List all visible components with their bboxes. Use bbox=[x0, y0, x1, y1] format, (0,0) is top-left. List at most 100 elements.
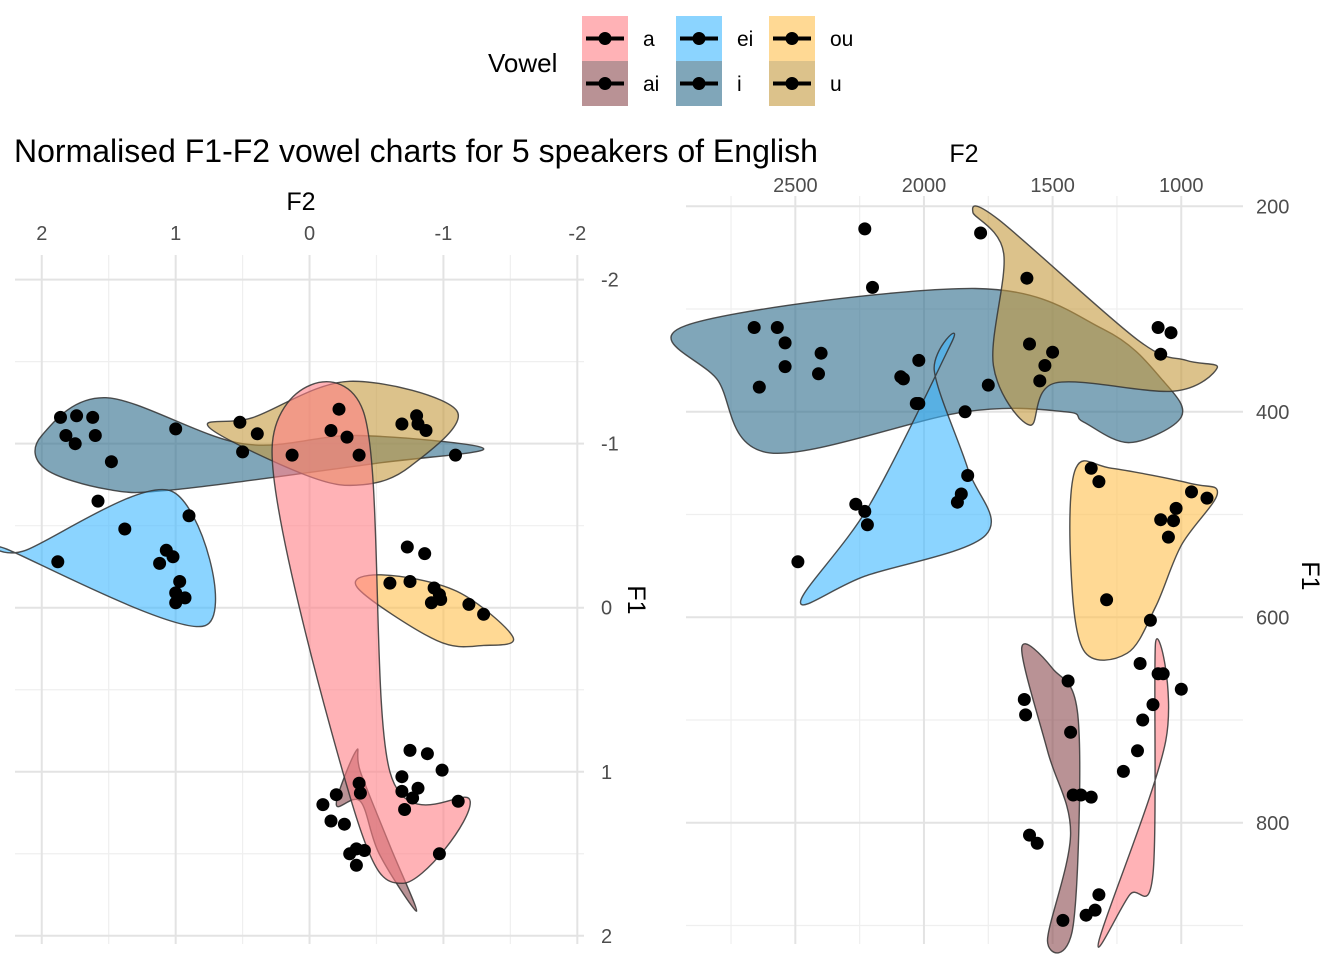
point-ai-right bbox=[1079, 908, 1093, 922]
point-ai-right bbox=[1061, 674, 1075, 688]
point-a-right bbox=[1133, 657, 1147, 670]
chart-title: Normalised F1-F2 vowel charts for 5 spea… bbox=[14, 133, 818, 169]
point-a-left bbox=[403, 743, 417, 757]
legend-key-point bbox=[598, 77, 612, 90]
point-ou-right bbox=[1161, 530, 1175, 544]
point-ou-right bbox=[1185, 485, 1198, 499]
point-u-left bbox=[324, 424, 338, 437]
point-ei-right bbox=[954, 487, 968, 501]
point-i-right bbox=[866, 280, 879, 294]
point-ai-left bbox=[352, 776, 366, 790]
legend-key-point bbox=[692, 32, 706, 45]
point-ou-left bbox=[403, 575, 417, 588]
point-i-right bbox=[912, 397, 926, 410]
x-tick-label: -1 bbox=[435, 223, 453, 245]
y-tick-label: 600 bbox=[1256, 607, 1289, 629]
point-u-right bbox=[1164, 326, 1178, 340]
point-ei-right bbox=[961, 469, 975, 482]
point-i-right bbox=[752, 380, 766, 394]
point-ai-left bbox=[337, 817, 351, 831]
y-tick-label: 2 bbox=[601, 926, 612, 948]
point-i-left bbox=[59, 429, 73, 442]
point-ou-right bbox=[1167, 514, 1180, 528]
point-i-left bbox=[169, 422, 183, 436]
point-u-right bbox=[1023, 337, 1036, 351]
y-tick-label: 400 bbox=[1256, 402, 1289, 424]
point-i-left bbox=[91, 494, 105, 508]
point-u-right bbox=[1038, 359, 1052, 372]
point-ei-right bbox=[860, 518, 874, 532]
point-u-left bbox=[352, 448, 366, 462]
legend-entry-ei: ei bbox=[676, 16, 753, 61]
point-u-right bbox=[974, 226, 988, 240]
point-i-right bbox=[812, 367, 825, 381]
point-ei-left bbox=[51, 555, 65, 569]
legend-label-i: i bbox=[737, 73, 742, 96]
point-i-right bbox=[858, 222, 872, 236]
point-ou-right bbox=[1154, 513, 1168, 527]
point-a-left bbox=[395, 784, 409, 798]
legend-key-point bbox=[598, 32, 612, 45]
points-left bbox=[51, 402, 491, 872]
x-axis-label-right: F2 bbox=[949, 140, 978, 168]
point-ou-right bbox=[1200, 491, 1214, 505]
point-a-right bbox=[1116, 764, 1130, 778]
point-a-left bbox=[398, 803, 412, 816]
point-i-left bbox=[236, 445, 250, 459]
point-a-left bbox=[395, 770, 409, 784]
point-ou-left bbox=[477, 607, 491, 621]
point-i-right bbox=[770, 321, 784, 334]
legend-key-point bbox=[785, 32, 799, 45]
point-i-right bbox=[814, 346, 828, 360]
point-u-right bbox=[1151, 321, 1165, 334]
point-i-right bbox=[747, 321, 761, 334]
legend-title: Vowel bbox=[488, 48, 557, 78]
point-ai-left bbox=[324, 814, 338, 828]
point-u-left bbox=[250, 427, 264, 441]
point-ai-left bbox=[349, 858, 363, 872]
legend-entry-a: a bbox=[582, 16, 655, 61]
point-u-left bbox=[285, 448, 299, 462]
legend: Vowel a ai ei i ou u bbox=[488, 16, 853, 106]
point-ai-left bbox=[353, 786, 367, 800]
point-i-right bbox=[896, 372, 910, 386]
point-ai-right bbox=[1056, 913, 1070, 927]
chart-panel-right: 2500 2000 1500 1000 200 400 600 800 F2 F1 bbox=[670, 140, 1324, 954]
point-a-left bbox=[432, 847, 446, 861]
x-tick-label: 0 bbox=[304, 223, 315, 245]
points-right bbox=[747, 222, 1214, 927]
hulls-left bbox=[0, 380, 515, 912]
point-ai-right bbox=[1023, 828, 1036, 842]
legend-entry-ou: ou bbox=[769, 16, 853, 61]
legend-label-ei: ei bbox=[737, 28, 753, 51]
point-u-left bbox=[332, 402, 346, 416]
point-ai-right bbox=[1074, 788, 1088, 802]
point-u-left bbox=[340, 430, 354, 444]
x-axis-label-left: F2 bbox=[286, 188, 315, 216]
y-tick-label: 800 bbox=[1256, 813, 1289, 835]
point-u-left bbox=[419, 424, 433, 437]
x-tick-label: 2500 bbox=[773, 175, 818, 197]
point-ou-left bbox=[427, 581, 441, 595]
point-a-left bbox=[451, 794, 465, 808]
point-i-left bbox=[68, 437, 82, 451]
legend-entry-i: i bbox=[676, 61, 742, 106]
legend-label-ai: ai bbox=[643, 73, 659, 96]
point-ei-right bbox=[791, 555, 805, 569]
legend-key-point bbox=[785, 77, 799, 90]
point-ou-right bbox=[1092, 475, 1106, 489]
point-ou-right bbox=[1143, 613, 1157, 627]
point-a-left bbox=[406, 791, 420, 805]
point-a-left bbox=[420, 747, 434, 761]
point-ou-right bbox=[1100, 593, 1114, 607]
point-ei-right bbox=[849, 497, 863, 511]
point-ou-left bbox=[462, 597, 476, 611]
point-ou-left bbox=[400, 540, 414, 554]
point-u-left bbox=[395, 417, 409, 431]
point-i-left bbox=[449, 448, 462, 462]
y-tick-label: -1 bbox=[601, 434, 619, 456]
point-ai-right bbox=[1030, 836, 1044, 850]
y-tick-labels-left: -2 -1 0 1 2 bbox=[601, 270, 619, 948]
point-i-right bbox=[778, 360, 792, 374]
